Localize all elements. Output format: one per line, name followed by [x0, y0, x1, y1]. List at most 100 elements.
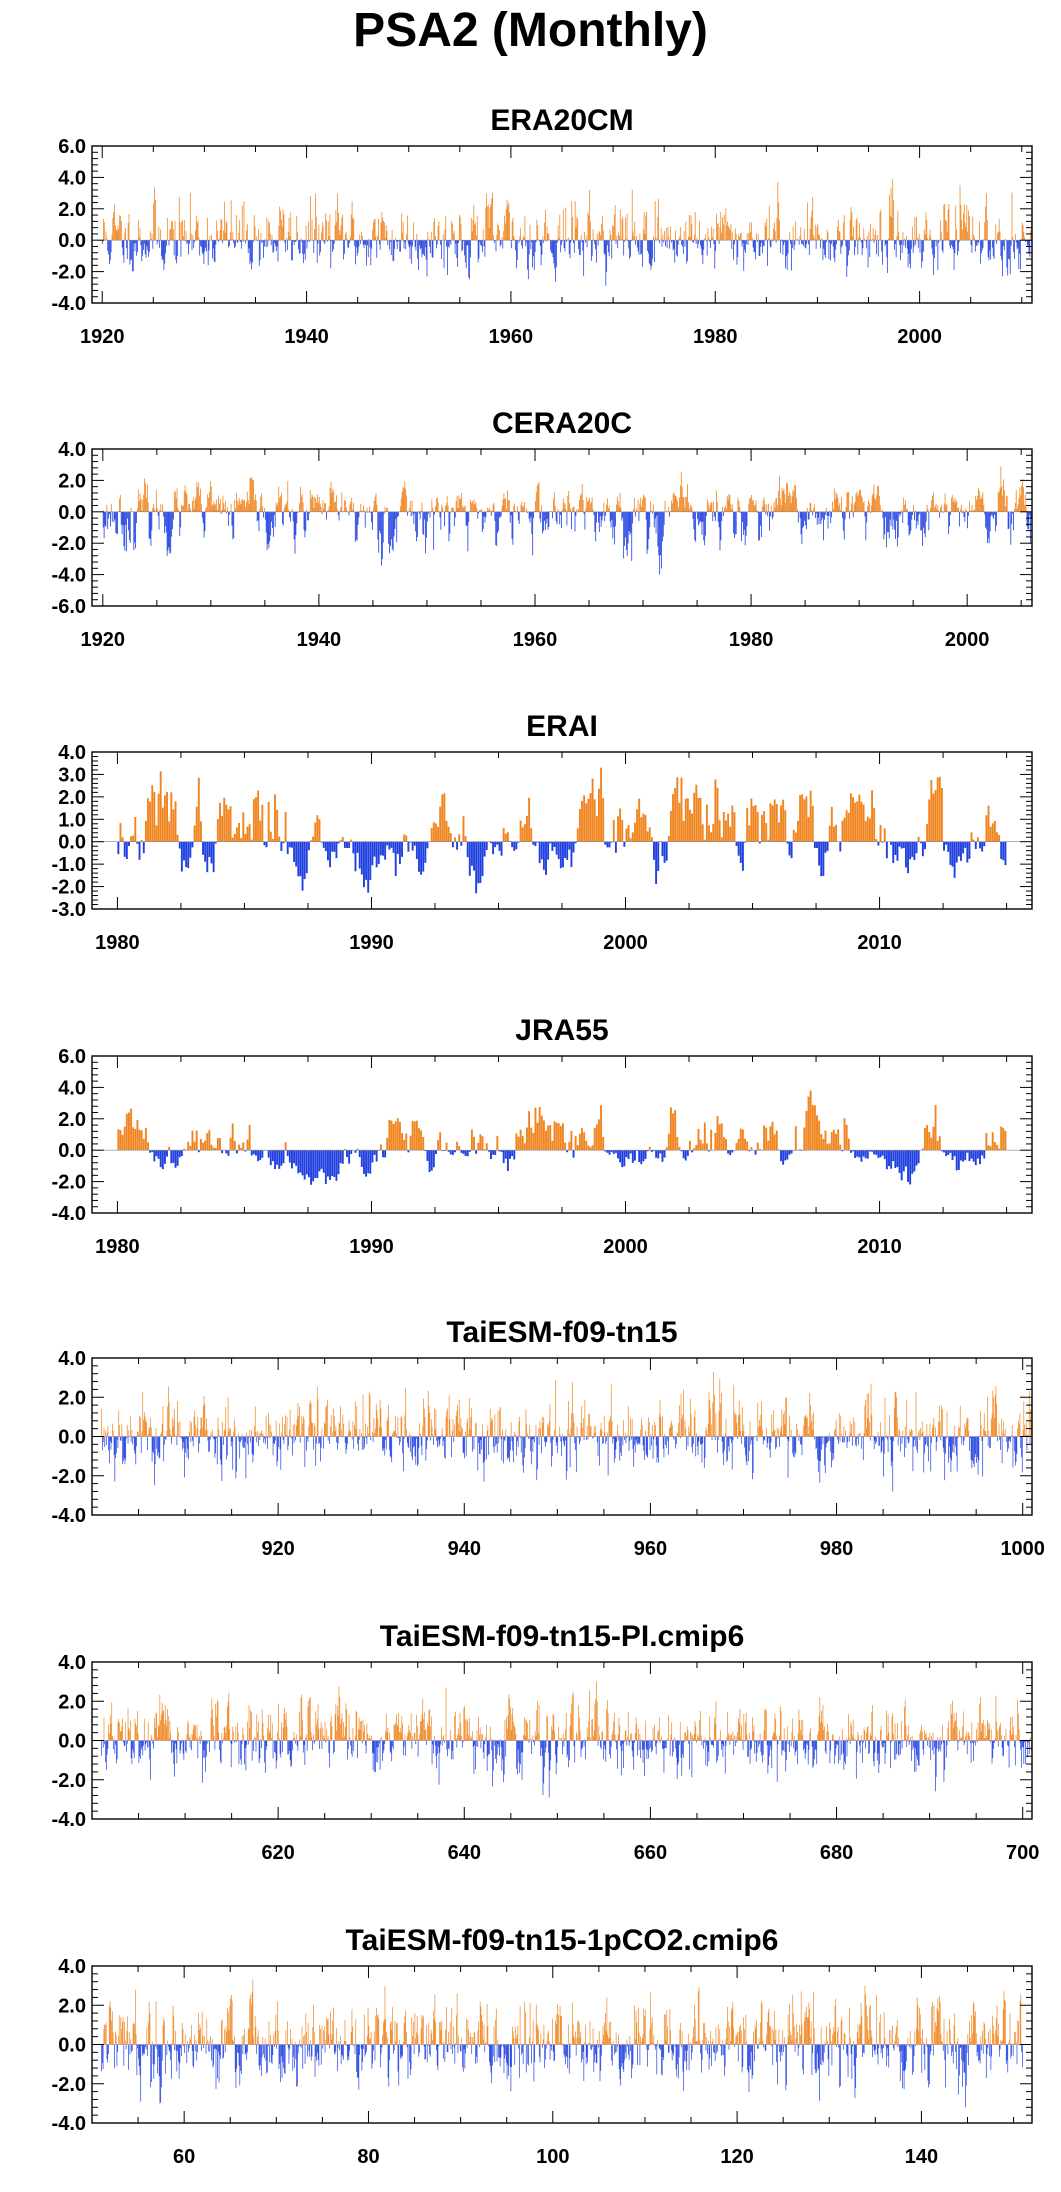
bar-positive: [223, 1726, 225, 1741]
bar-positive: [212, 1147, 215, 1151]
bar-negative: [727, 1150, 730, 1154]
bar-positive: [905, 508, 907, 512]
bar-negative: [899, 511, 901, 517]
bar-positive: [756, 509, 758, 512]
bar-negative: [477, 240, 479, 263]
bar-negative: [909, 511, 911, 534]
bar-positive: [872, 227, 874, 241]
bar-positive: [809, 229, 811, 241]
bar-positive: [404, 1415, 406, 1437]
bar-positive: [876, 495, 878, 512]
bar-positive: [618, 1434, 620, 1437]
bar-positive: [679, 485, 681, 512]
bar-positive: [314, 229, 315, 241]
bar-positive: [147, 1142, 149, 1151]
bar-negative: [915, 240, 917, 245]
bar-positive: [595, 1426, 597, 1437]
bar-negative: [545, 841, 547, 875]
bar-negative: [188, 240, 189, 255]
bar-positive: [406, 1428, 407, 1437]
bar-positive: [229, 1428, 230, 1437]
bar-positive: [136, 1726, 137, 1741]
bar-positive: [210, 1144, 213, 1151]
bar-positive: [458, 1399, 460, 1437]
bar-negative: [541, 1436, 542, 1454]
bar-negative: [991, 240, 993, 248]
bar-positive: [139, 228, 141, 241]
bar-positive: [169, 1429, 171, 1437]
bar-positive: [300, 1434, 302, 1437]
bar-negative: [269, 1150, 272, 1166]
bar-negative: [981, 841, 984, 852]
bar-positive: [532, 1132, 535, 1151]
bar-negative: [790, 1150, 793, 1154]
bar-positive: [751, 237, 753, 241]
bar-positive: [509, 840, 511, 842]
bar-positive: [314, 822, 317, 842]
bar-negative: [701, 240, 703, 256]
bar-negative: [619, 1436, 621, 1461]
bar-positive: [281, 219, 282, 241]
bar-negative: [177, 240, 178, 256]
bar-negative: [517, 1436, 518, 1442]
bar-positive: [589, 1426, 591, 1437]
bar-negative: [974, 841, 977, 849]
bar-positive: [925, 212, 927, 241]
bar-negative: [771, 511, 773, 520]
bar-negative: [826, 511, 828, 516]
bar-negative: [263, 240, 265, 247]
bar-positive: [945, 219, 946, 241]
bar-negative: [378, 1740, 380, 1744]
bar-negative: [560, 511, 562, 515]
bar-positive: [168, 1738, 170, 1741]
bar-negative: [910, 511, 912, 531]
bar-negative: [560, 1436, 562, 1442]
bar-negative: [564, 841, 567, 858]
bar-positive: [873, 1435, 874, 1437]
bar-negative: [993, 240, 995, 259]
bar-negative: [659, 240, 660, 244]
bar-negative: [362, 1150, 365, 1174]
bar-negative: [731, 1436, 733, 1470]
bar-negative: [663, 511, 665, 525]
bar-positive: [170, 792, 173, 842]
bar-positive: [138, 1434, 140, 1437]
bar-positive: [225, 501, 227, 512]
bar-positive: [290, 1435, 292, 1437]
bar-negative: [1006, 1436, 1008, 1443]
bar-negative: [265, 511, 267, 533]
bar-negative: [744, 841, 746, 843]
bar-negative: [804, 511, 806, 521]
bar-negative: [293, 511, 295, 540]
bar-positive: [853, 226, 854, 241]
bar-positive: [722, 217, 723, 241]
bar-positive: [334, 225, 336, 241]
bar-negative: [642, 1150, 645, 1162]
bar-negative: [322, 1150, 325, 1173]
bar-negative: [348, 511, 350, 516]
bar-negative: [465, 511, 467, 526]
bar-positive: [766, 504, 768, 512]
bar-negative: [215, 240, 217, 245]
bar-positive: [699, 221, 700, 241]
bar-positive: [235, 214, 237, 241]
bar-positive: [548, 233, 550, 241]
bar-positive: [286, 501, 288, 512]
bar-negative: [693, 1436, 694, 1444]
bar-negative: [133, 511, 135, 551]
bar-negative: [116, 1740, 117, 1764]
bar-positive: [602, 215, 603, 241]
bar-positive: [337, 193, 338, 241]
bar-positive: [344, 1727, 346, 1741]
bar-positive: [640, 497, 642, 512]
bar-positive: [136, 1431, 138, 1437]
bar-positive: [540, 1115, 543, 1151]
bar-negative: [382, 511, 384, 543]
bar-negative: [306, 240, 308, 249]
bar-positive: [386, 1137, 389, 1151]
bar-negative: [156, 1436, 158, 1449]
bar-positive: [257, 1431, 258, 1437]
bar-negative: [551, 1436, 553, 1457]
bar-positive: [931, 500, 932, 512]
bar-positive: [314, 496, 316, 512]
